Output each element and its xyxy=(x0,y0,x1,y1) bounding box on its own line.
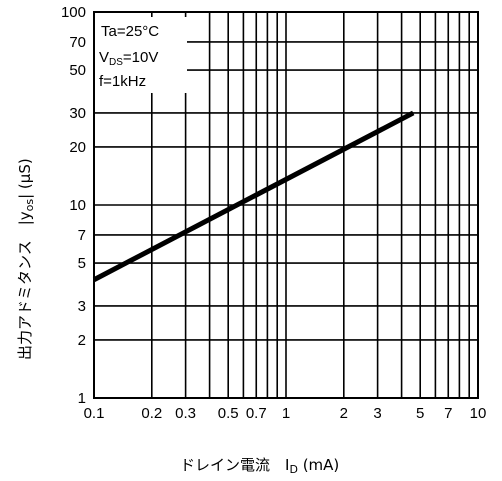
y-tick-label: 2 xyxy=(78,332,86,349)
x-tick-label: 0.1 xyxy=(84,405,105,422)
y-tick-label: 10 xyxy=(69,197,86,214)
y-tick-label: 7 xyxy=(78,227,86,244)
x-axis-title-main: ドレイン電流 I xyxy=(180,456,289,474)
x-tick-label: 2 xyxy=(340,405,348,422)
condition-ta: Ta=25°C xyxy=(101,23,159,40)
plot-frame xyxy=(93,11,479,399)
x-tick-label: 3 xyxy=(373,405,381,422)
y-tick-label: 100 xyxy=(61,4,86,21)
y-tick-label: 3 xyxy=(78,298,86,315)
y-tick-label: 20 xyxy=(69,139,86,156)
x-tick-label: 0.7 xyxy=(246,405,267,422)
x-axis-title: ドレイン電流 ID (mA) xyxy=(180,456,339,476)
y-axis-title: 出力アドミタンス |yos| (μS) xyxy=(16,158,36,360)
conditions-box-bg xyxy=(95,17,187,93)
series-line xyxy=(92,110,415,282)
y-tick-labels: 1 2 3 5 7 10 20 30 50 70 100 xyxy=(61,4,86,407)
condition-vds: VDS=10V xyxy=(99,49,158,68)
x-tick-label: 10 xyxy=(470,405,487,422)
y-axis-title-main: 出力アドミタンス |y xyxy=(16,211,34,360)
x-tick-label: 0.5 xyxy=(218,405,239,422)
x-axis-title-sub: D xyxy=(289,463,297,476)
x-tick-label: 5 xyxy=(416,405,424,422)
y-axis-title-unit: | (μS) xyxy=(16,158,34,199)
y-tick-label: 50 xyxy=(69,62,86,79)
conditions-box: Ta=25°C VDS=10V f=1kHz xyxy=(95,17,187,93)
y-tick-label: 70 xyxy=(69,34,86,51)
grid xyxy=(93,11,479,399)
y-axis-title-sub: os xyxy=(23,199,36,212)
x-tick-labels: 0.1 0.2 0.3 0.5 0.7 1 2 3 5 7 10 xyxy=(84,405,487,422)
y-tick-label: 1 xyxy=(78,390,86,407)
series-group xyxy=(92,110,415,282)
x-tick-label: 0.2 xyxy=(141,405,162,422)
y-tick-label: 5 xyxy=(78,255,86,272)
y-tick-label: 30 xyxy=(69,105,86,122)
condition-freq: f=1kHz xyxy=(99,73,146,90)
x-axis-title-unit: (mA) xyxy=(298,456,339,474)
x-tick-label: 7 xyxy=(444,405,452,422)
x-tick-label: 0.3 xyxy=(175,405,196,422)
x-tick-label: 1 xyxy=(282,405,290,422)
